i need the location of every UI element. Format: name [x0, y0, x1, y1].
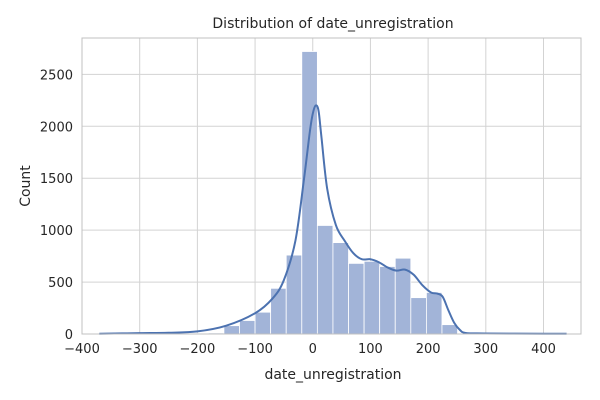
kde-curve — [99, 104, 567, 335]
plot-frame — [81, 37, 582, 335]
y-tick-label: 1000 — [40, 224, 73, 239]
x-tick-label: 300 — [473, 342, 498, 357]
histogram-bar — [425, 292, 443, 335]
histogram-bar — [363, 260, 381, 335]
x-tick-label: 200 — [416, 342, 441, 357]
histogram-bar — [410, 297, 427, 335]
histogram-bar — [332, 242, 349, 335]
histogram-bars — [98, 51, 567, 335]
y-axis-title: Count — [18, 165, 34, 207]
histogram-bar — [254, 311, 272, 335]
y-tick-label: 2500 — [40, 68, 73, 83]
x-tick-label: −200 — [180, 342, 216, 357]
histogram-bar — [223, 325, 240, 335]
y-tick-label: 500 — [48, 276, 73, 291]
chart-title: Distribution of date_unregistration — [212, 16, 453, 32]
x-tick-label: −400 — [64, 342, 100, 357]
y-tick-label: 1500 — [40, 172, 73, 187]
x-tick-label: −300 — [122, 342, 158, 357]
histogram-bar — [348, 262, 365, 335]
histogram-bar — [316, 225, 334, 335]
histogram-bar — [239, 320, 256, 335]
x-axis-title: date_unregistration — [264, 367, 401, 383]
x-tick-label: 100 — [358, 342, 383, 357]
x-tick-labels: −400 −300 −200 −100 0 100 200 300 400 — [64, 342, 556, 357]
y-tick-label: 2000 — [40, 120, 73, 135]
histogram-bar — [379, 266, 396, 335]
x-tick-label: 0 — [309, 342, 317, 357]
histogram-bar — [301, 51, 318, 335]
y-tick-label: 0 — [65, 328, 73, 343]
x-tick-label: 400 — [531, 342, 556, 357]
histogram-bar — [270, 287, 287, 335]
y-tick-labels: 0 500 1000 1500 2000 2500 — [40, 68, 73, 343]
x-tick-label: −100 — [237, 342, 273, 357]
